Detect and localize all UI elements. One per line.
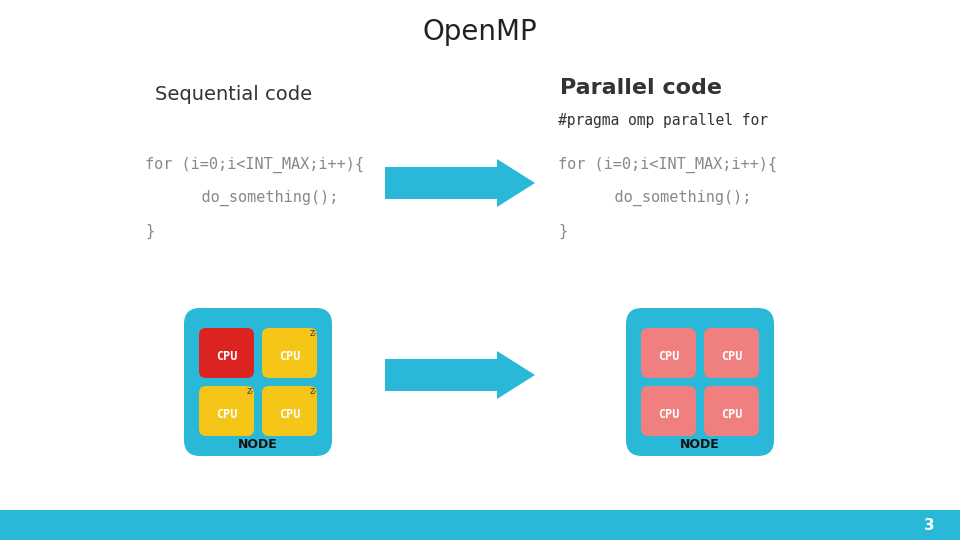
Text: CPU: CPU: [216, 408, 237, 422]
Text: zᵣ: zᵣ: [247, 386, 254, 396]
Text: 3: 3: [924, 518, 935, 534]
Text: zᵣ: zᵣ: [309, 386, 317, 396]
Text: }: }: [558, 224, 567, 239]
Text: CPU: CPU: [721, 408, 742, 422]
Text: CPU: CPU: [278, 408, 300, 422]
FancyBboxPatch shape: [641, 328, 696, 378]
Text: CPU: CPU: [216, 350, 237, 363]
Text: Sequential code: Sequential code: [155, 85, 312, 105]
Text: Parallel code: Parallel code: [560, 78, 722, 98]
Text: CPU: CPU: [658, 408, 679, 422]
Text: do_something();: do_something();: [165, 190, 338, 206]
Text: NODE: NODE: [238, 437, 277, 450]
Text: CPU: CPU: [278, 350, 300, 363]
FancyBboxPatch shape: [184, 308, 332, 456]
Text: do_something();: do_something();: [578, 190, 752, 206]
FancyBboxPatch shape: [262, 386, 317, 436]
Text: for (i=0;i<INT_MAX;i++){: for (i=0;i<INT_MAX;i++){: [558, 157, 777, 173]
FancyBboxPatch shape: [704, 386, 759, 436]
Polygon shape: [385, 159, 535, 207]
FancyBboxPatch shape: [626, 308, 774, 456]
Polygon shape: [385, 351, 535, 399]
Bar: [0, 510, 960, 540]
FancyBboxPatch shape: [262, 328, 317, 378]
Text: CPU: CPU: [658, 350, 679, 363]
Text: OpenMP: OpenMP: [422, 18, 538, 46]
Text: for (i=0;i<INT_MAX;i++){: for (i=0;i<INT_MAX;i++){: [145, 157, 364, 173]
FancyBboxPatch shape: [199, 386, 254, 436]
FancyBboxPatch shape: [641, 386, 696, 436]
Text: #pragma omp parallel for: #pragma omp parallel for: [558, 112, 768, 127]
FancyBboxPatch shape: [199, 328, 254, 378]
Text: }: }: [145, 224, 155, 239]
Text: CPU: CPU: [721, 350, 742, 363]
Text: NODE: NODE: [680, 437, 720, 450]
FancyBboxPatch shape: [704, 328, 759, 378]
Text: zᵣ: zᵣ: [309, 328, 317, 338]
